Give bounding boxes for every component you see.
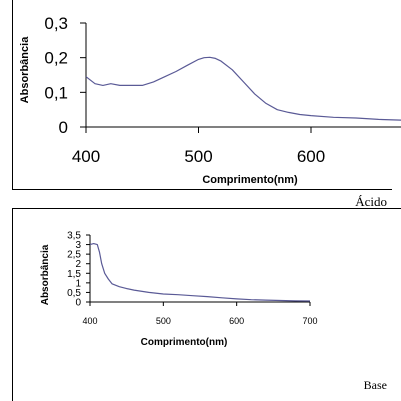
- y-tick-label: 0: [75, 298, 81, 309]
- x-tick-label: 500: [184, 147, 212, 166]
- y-axis-title: Absorbância: [19, 36, 31, 104]
- y-tick-label: 0,2: [44, 49, 68, 68]
- chart-panel-base: 0 0,5 1 1,5 2 2,5 3 3,5 400 500 600 700 Absorbância…: [0, 208, 401, 401]
- absorbance-series-line: [85, 56, 401, 121]
- y-tick-label: 0,5: [67, 288, 81, 299]
- x-tick-label: 500: [156, 316, 171, 326]
- y-tick-label: 0,3: [44, 14, 68, 33]
- panel-left-border: [12, 0, 13, 190]
- y-tick-label: 3: [75, 240, 81, 251]
- x-axis-title: Comprimento(nm): [202, 174, 298, 186]
- y-tick-label: 1,5: [67, 269, 81, 280]
- panel-left-border: [12, 208, 13, 401]
- chart-caption: Ácido: [355, 194, 387, 209]
- panel-top-border: [12, 208, 401, 209]
- absorbance-series-line: [89, 242, 311, 302]
- y-tick-label: 2: [75, 259, 81, 270]
- x-tick-label: 700: [302, 316, 317, 326]
- x-tick-label: 400: [72, 147, 100, 166]
- absorbance-chart-acid: 0 0,1 0,2 0,3 400 500 600 Absorbância Comprime…: [19, 14, 401, 186]
- x-axis-title: Comprimento(nm): [141, 337, 228, 348]
- y-tick-label: 2,5: [67, 250, 81, 261]
- y-tick-label: 1: [75, 278, 81, 289]
- y-tick-label: 3,5: [67, 231, 81, 242]
- panel-bottom-border: [12, 189, 392, 190]
- y-tick-label: 0,1: [44, 83, 68, 102]
- x-tick-label: 400: [82, 316, 97, 326]
- absorbance-chart-base: 00,511,522,533,5 400 500 600 700 Absorbância…: [40, 231, 318, 349]
- y-tick-label: 0: [59, 118, 68, 137]
- chart-caption: Base: [363, 378, 387, 392]
- chart-panel-acid: 0 0,1 0,2 0,3 400 500 600 Absorbância Comprime…: [0, 0, 401, 209]
- x-tick-label: 600: [297, 147, 325, 166]
- x-tick-label: 600: [229, 316, 244, 326]
- y-axis-title: Absorbância: [40, 244, 51, 305]
